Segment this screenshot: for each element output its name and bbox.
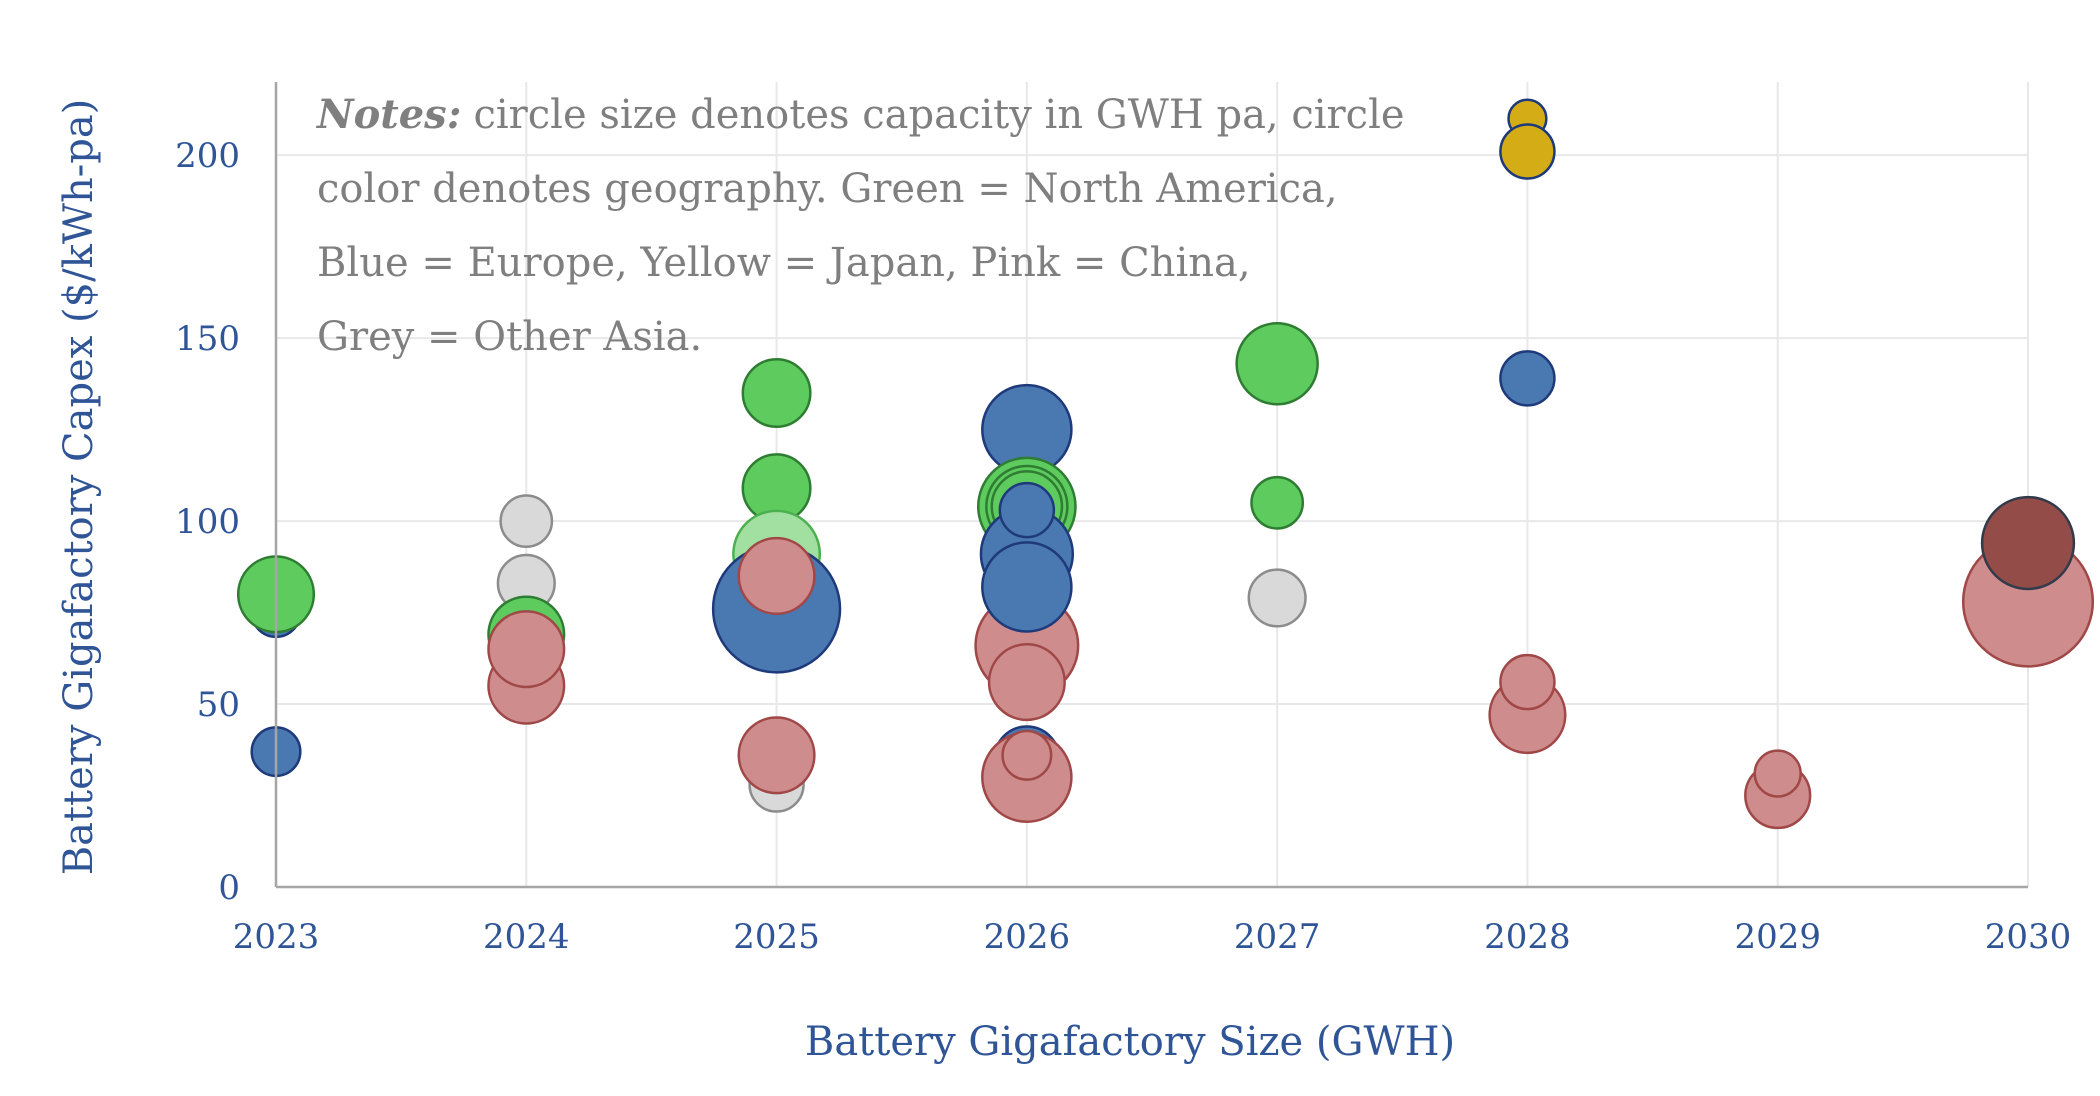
y-tick-label: 200 <box>175 136 240 176</box>
notes-line-1-text: circle size denotes capacity in GWH pa, … <box>473 92 1404 138</box>
bubbles <box>236 98 2095 830</box>
notes-line-1: Notes: circle size denotes capacity in GW… <box>315 91 1405 138</box>
bubble-blue <box>998 481 1056 539</box>
notes-line-2: color denotes geography. Green = North A… <box>317 166 1338 212</box>
bubble-yellow <box>1499 123 1556 180</box>
notes-line-3: Blue = Europe, Yellow = Japan, Pink = Ch… <box>317 240 1251 286</box>
bubble-blue <box>1499 350 1556 407</box>
x-tick-label: 2027 <box>1234 917 1321 957</box>
x-tick-labels: 2023 2024 2025 2026 2027 2028 2029 2030 <box>233 917 2072 957</box>
axes <box>274 82 2028 889</box>
y-axis-title: Battery Gigafactory Capex ($/kWh-pa) <box>56 99 102 876</box>
x-tick-label: 2025 <box>733 917 820 957</box>
bubble-pink <box>487 610 566 689</box>
notes-line-4: Grey = Other Asia. <box>317 314 702 360</box>
x-tick-label: 2024 <box>483 917 570 957</box>
x-tick-label: 2023 <box>233 917 320 957</box>
bubble-brown <box>1980 495 2076 591</box>
notes-bold-label: Notes: <box>315 91 461 138</box>
bubble-blue <box>981 541 1073 633</box>
bubble-pink <box>737 536 816 616</box>
bubble-grey <box>1247 568 1307 628</box>
bubble-green <box>741 358 812 429</box>
y-tick-labels: 0 50 100 150 200 <box>175 136 240 908</box>
x-tick-label: 2028 <box>1484 917 1571 957</box>
y-tick-label: 150 <box>175 319 240 359</box>
bubble-pink <box>1001 729 1053 781</box>
bubble-pink <box>737 716 816 795</box>
y-tick-label: 50 <box>197 685 240 725</box>
y-tick-label: 0 <box>218 868 240 908</box>
bubble-pink <box>987 643 1066 722</box>
x-tick-label: 2026 <box>984 917 1071 957</box>
x-tick-label: 2030 <box>1985 917 2072 957</box>
bubble-pink <box>1499 653 1556 711</box>
bubble-grey <box>499 494 554 548</box>
bubble-green <box>1250 475 1305 530</box>
bubble-green <box>1235 322 1319 406</box>
x-tick-label: 2029 <box>1734 917 1821 957</box>
bubble-pink <box>1753 749 1802 798</box>
y-tick-label: 100 <box>175 502 240 542</box>
notes-annotation: Notes: circle size denotes capacity in GW… <box>315 91 1405 360</box>
x-axis-title: Battery Gigafactory Size (GWH) <box>805 1019 1455 1065</box>
